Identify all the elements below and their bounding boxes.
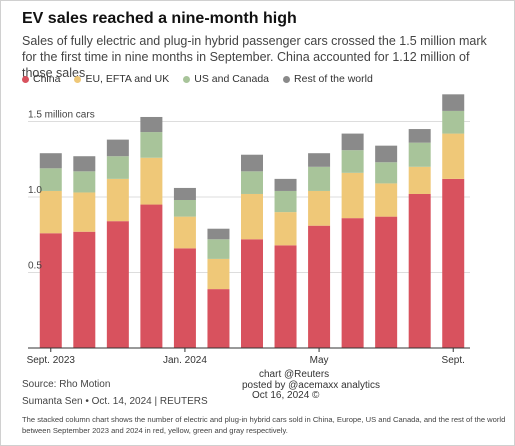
bar-segment [73,156,96,172]
chart-subtitle: Sales of fully electric and plug-in hybr… [22,34,487,80]
bar-segment [241,239,263,348]
x-tick-label: Jan. 2024 [163,355,207,366]
bar-segment [274,178,297,191]
bar-segment [39,233,62,348]
axes: 0.5 1.0 1.5 million cars Sept. 2023 Jan. 202… [27,110,470,366]
bars [39,94,465,348]
credit-line-2: posted by @acemaxx analytics [242,379,380,391]
bar-segment [73,171,96,193]
bar-segment [408,142,431,167]
bar-segment [408,193,431,348]
bar-segment [442,110,465,134]
legend-item-row: Rest of the world [283,73,373,85]
bar-segment [39,190,62,234]
bar-segment [375,162,398,184]
legend-label-us: US and Canada [194,73,270,85]
x-tick-label: Sept. [442,355,465,366]
bar-segment [308,166,331,191]
bar-segment [73,192,96,232]
x-tick-label: May [310,355,329,366]
bar-segment [341,172,364,219]
legend-label-china: China [33,73,61,85]
bar-segment [73,231,96,348]
bar-segment [341,150,364,173]
bar-segment [39,168,62,191]
bar-segment [308,225,331,348]
bar-segment [207,239,230,259]
legend: China EU, EFTA and UK US and Canada Rest… [22,73,373,85]
legend-item-eu: EU, EFTA and UK [74,73,169,85]
byline: Sumanta Sen • Oct. 14, 2024 | REUTERS [22,396,208,407]
legend-item-us: US and Canada [183,73,269,85]
bar-segment [241,154,263,172]
chart-description: The stacked column chart shows the numbe… [22,415,506,435]
bar-segment [442,94,465,111]
legend-swatch-eu [74,75,82,83]
bar-segment [408,129,431,143]
bar-segment [173,187,196,201]
bar-segment [173,200,196,217]
legend-label-row: Rest of the world [294,73,373,85]
bar-segment [308,153,331,167]
y-tick-label: 0.5 [28,261,42,272]
bar-segment [308,190,331,226]
bar-segment [375,145,398,163]
bar-segment [106,178,129,222]
bar-segment [207,228,230,240]
bar-segment [207,258,230,290]
bar-segment [341,133,364,151]
legend-swatch-row [283,75,291,83]
bar-segment [274,245,297,348]
bar-segment [140,204,163,348]
legend-item-china: China [22,73,60,85]
legend-swatch-us [183,75,191,83]
bar-segment [375,183,398,217]
legend-label-eu: EU, EFTA and UK [85,73,170,85]
bar-segment [173,216,196,249]
bar-segment [274,190,297,213]
bar-segment [408,166,431,194]
y-tick-label: 1.0 [28,185,42,196]
bar-segment [442,133,465,179]
bar-segment [442,178,465,348]
credit-block: chart @Reuters posted by @acemaxx analyt… [242,369,380,402]
bar-segment [207,289,230,348]
y-tick-label: 1.5 million cars [28,110,95,121]
legend-swatch-china [22,75,29,83]
bar-segment [341,218,364,348]
bar-segment [106,221,129,348]
bar-segment [140,132,163,158]
bar-segment [274,212,297,246]
credit-line-3: Oct 16, 2024 © [252,390,320,401]
bar-segment [241,193,263,240]
x-tick-label: Sept. 2023 [27,355,76,366]
bar-segment [173,248,196,348]
source-note: Source: Rho Motion [22,379,111,390]
chart-title: EV sales reached a nine-month high [22,10,297,27]
credit-line-1: chart @Reuters [259,369,330,380]
bar-segment [106,156,129,179]
bar-segment [39,153,62,169]
bar-segment [375,216,398,348]
bar-segment [140,116,163,133]
bar-segment [140,157,163,205]
bar-segment [241,171,263,194]
bar-segment [106,139,129,157]
